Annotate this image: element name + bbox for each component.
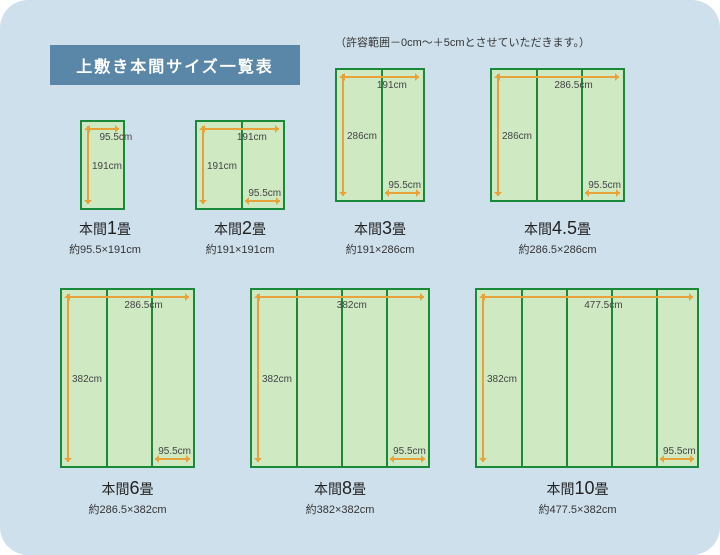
mat-m45: 286.5cm 286cm 95.5cm [490, 68, 625, 202]
caption-size: 約286.5×286cm [480, 241, 635, 257]
width-arrow [201, 128, 279, 130]
tolerance-note: （許容範囲－0cm～＋5cmとさせていただきます。） [335, 34, 590, 50]
caption-size: 約382×382cm [240, 501, 440, 517]
segment-label: 95.5cm [248, 188, 281, 199]
mat-m8: 382cm 382cm 95.5cm [250, 288, 430, 468]
segment-arrow [385, 192, 420, 194]
mat-caption-m6: 本間6畳約286.5×382cm [50, 478, 205, 517]
divider [536, 70, 538, 200]
width-label: 382cm [337, 300, 367, 311]
divider [106, 290, 108, 466]
height-arrow [257, 294, 259, 462]
width-label: 286.5cm [554, 80, 592, 91]
height-label: 286cm [347, 131, 377, 142]
caption-title: 本間2畳 [185, 218, 295, 239]
mat-caption-m2: 本間2畳約191×191cm [185, 218, 295, 257]
segment-arrow [245, 200, 280, 202]
width-arrow [481, 296, 693, 298]
mat-m6: 286.5cm 382cm 95.5cm [60, 288, 195, 468]
width-arrow [341, 76, 419, 78]
height-label: 286cm [502, 131, 532, 142]
segment-label: 95.5cm [588, 180, 621, 191]
caption-title: 本間3畳 [325, 218, 435, 239]
width-label: 191cm [237, 132, 267, 143]
mat-caption-m45: 本間4.5畳約286.5×286cm [480, 218, 635, 257]
width-label: 286.5cm [124, 300, 162, 311]
segment-label: 95.5cm [393, 446, 426, 457]
caption-size: 約191×286cm [325, 241, 435, 257]
height-label: 382cm [262, 374, 292, 385]
width-arrow [256, 296, 424, 298]
mat-caption-m3: 本間3畳約191×286cm [325, 218, 435, 257]
width-label: 95.5cm [99, 132, 132, 143]
caption-size: 約286.5×382cm [50, 501, 205, 517]
height-label: 382cm [72, 374, 102, 385]
segment-arrow [155, 458, 190, 460]
height-arrow [202, 126, 204, 204]
caption-title: 本間1畳 [60, 218, 150, 239]
segment-label: 95.5cm [158, 446, 191, 457]
mat-m10: 477.5cm 382cm 95.5cm [475, 288, 699, 468]
height-arrow [67, 294, 69, 462]
height-arrow [497, 74, 499, 196]
size-chart-canvas: 上敷き本間サイズ一覧表 （許容範囲－0cm～＋5cmとさせていただきます。） 9… [0, 0, 720, 555]
divider [341, 290, 343, 466]
mat-m3: 191cm 286cm 95.5cm [335, 68, 425, 202]
divider [151, 290, 153, 466]
segment-arrow [390, 458, 425, 460]
divider [566, 290, 568, 466]
mat-m1: 95.5cm191cm [80, 120, 125, 210]
caption-title: 本間10畳 [455, 478, 700, 499]
divider [656, 290, 658, 466]
divider [386, 290, 388, 466]
height-label: 382cm [487, 374, 517, 385]
segment-label: 95.5cm [663, 446, 696, 457]
height-arrow [342, 74, 344, 196]
segment-arrow [660, 458, 695, 460]
width-arrow [66, 296, 189, 298]
height-label: 191cm [207, 161, 237, 172]
mat-caption-m10: 本間10畳約477.5×382cm [455, 478, 700, 517]
width-arrow [496, 76, 619, 78]
divider [521, 290, 523, 466]
caption-size: 約191×191cm [185, 241, 295, 257]
divider [296, 290, 298, 466]
caption-title: 本間6畳 [50, 478, 205, 499]
caption-title: 本間4.5畳 [480, 218, 635, 239]
width-label: 191cm [377, 80, 407, 91]
mat-caption-m8: 本間8畳約382×382cm [240, 478, 440, 517]
segment-arrow [585, 192, 620, 194]
divider [611, 290, 613, 466]
height-label: 191cm [92, 161, 122, 172]
width-label: 477.5cm [584, 300, 622, 311]
mat-caption-m1: 本間1畳約95.5×191cm [60, 218, 150, 257]
chart-title: 上敷き本間サイズ一覧表 [50, 45, 300, 85]
caption-size: 約477.5×382cm [455, 501, 700, 517]
caption-size: 約95.5×191cm [60, 241, 150, 257]
height-arrow [87, 126, 89, 204]
mat-m2: 191cm 191cm 95.5cm [195, 120, 285, 210]
height-arrow [482, 294, 484, 462]
caption-title: 本間8畳 [240, 478, 440, 499]
segment-label: 95.5cm [388, 180, 421, 191]
